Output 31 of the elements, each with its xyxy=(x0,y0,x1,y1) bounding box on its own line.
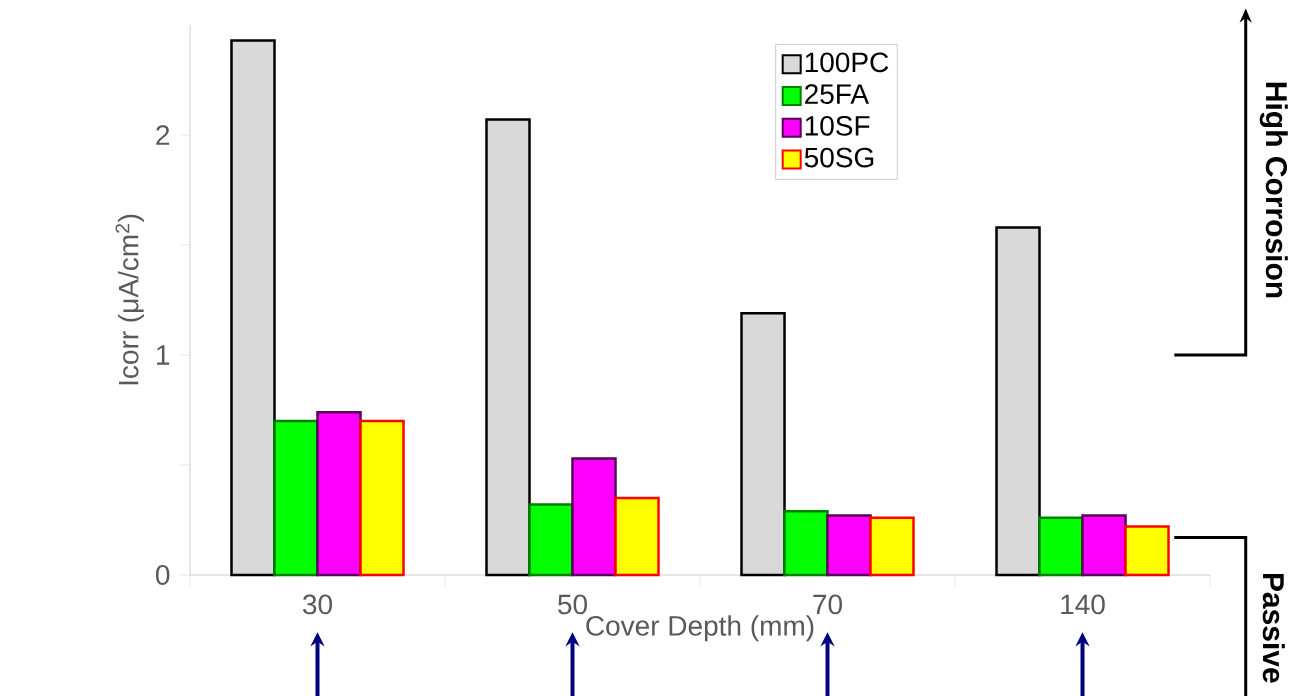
bar xyxy=(316,410,362,577)
legend-label: 100PC xyxy=(805,52,889,73)
bar xyxy=(485,118,531,577)
bar xyxy=(1124,525,1170,577)
bar xyxy=(783,509,829,577)
bar xyxy=(359,419,405,577)
text: Passive xyxy=(1262,573,1285,683)
bar xyxy=(826,514,872,577)
bar xyxy=(1038,516,1084,577)
bar xyxy=(528,503,574,577)
bar xyxy=(273,419,319,577)
bar xyxy=(230,39,276,577)
legend-label: 10SF xyxy=(805,115,870,136)
bar xyxy=(614,496,660,577)
bar xyxy=(740,311,786,577)
bar xyxy=(571,457,617,577)
text: High Corrosion xyxy=(1259,82,1288,298)
x-tick-label: 50 xyxy=(558,594,587,615)
y-tick-label: 0 xyxy=(155,565,170,585)
y-tick-label: 1 xyxy=(157,345,170,365)
x-axis-title: Cover Depth (mm) xyxy=(586,615,814,642)
x-tick-label: 140 xyxy=(1061,594,1105,615)
bar xyxy=(869,516,915,577)
bar xyxy=(995,226,1041,577)
bar xyxy=(1081,514,1127,577)
legend-label: 50SG xyxy=(804,147,874,168)
legend-label: 25FA xyxy=(805,84,870,105)
y-tick-label: 2 xyxy=(156,125,170,145)
x-tick-label: 30 xyxy=(302,594,332,615)
y-axis-title: Icorr (μA/cm$^{2}$) xyxy=(115,214,145,385)
x-tick-label: 70 xyxy=(813,594,842,615)
